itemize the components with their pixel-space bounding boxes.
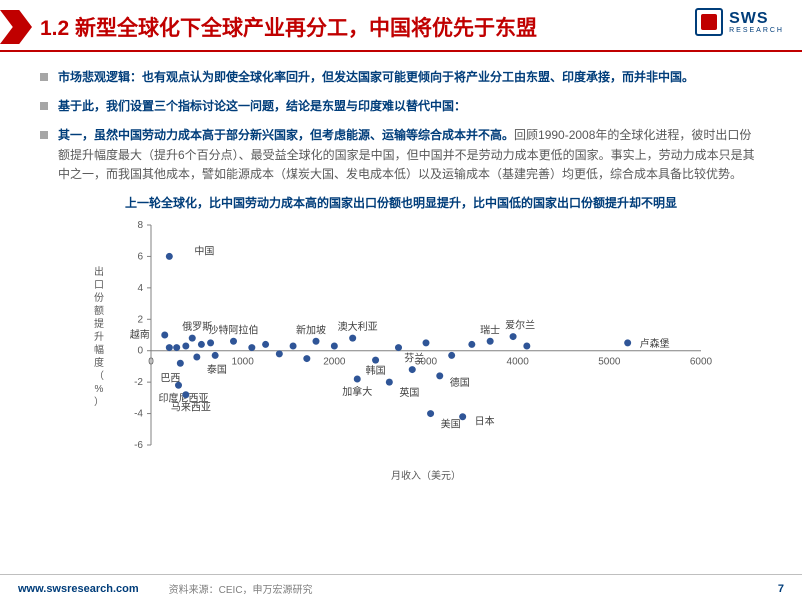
svg-text:加拿大: 加拿大 bbox=[342, 385, 372, 398]
bullet-square-icon bbox=[40, 102, 48, 110]
svg-text:-2: -2 bbox=[134, 377, 143, 388]
bullet-square-icon bbox=[40, 131, 48, 139]
svg-text:4000: 4000 bbox=[507, 357, 530, 368]
svg-text:幅: 幅 bbox=[94, 343, 104, 356]
svg-text:-4: -4 bbox=[134, 409, 143, 420]
svg-text:度: 度 bbox=[94, 356, 104, 369]
svg-text:升: 升 bbox=[94, 331, 104, 343]
svg-text:德国: 德国 bbox=[450, 376, 470, 389]
content: 市场悲观逻辑：也有观点认为即使全球化率回升，但发达国家可能更倾向于将产业分工由东… bbox=[0, 52, 802, 485]
svg-text:6000: 6000 bbox=[690, 357, 713, 368]
svg-text:提: 提 bbox=[94, 318, 104, 330]
svg-text:4: 4 bbox=[137, 283, 143, 294]
svg-text:芬兰: 芬兰 bbox=[404, 352, 424, 365]
logo-text-research: RESEARCH bbox=[729, 27, 784, 34]
svg-text:份: 份 bbox=[94, 292, 104, 304]
bullet-text: 市场悲观逻辑：也有观点认为即使全球化率回升，但发达国家可能更倾向于将产业分工由东… bbox=[58, 68, 694, 87]
red-chevron-icon bbox=[0, 10, 32, 44]
svg-text:）: ） bbox=[94, 396, 104, 408]
bullet-square-icon bbox=[40, 73, 48, 81]
svg-text:2000: 2000 bbox=[323, 357, 346, 368]
bullet-row: 市场悲观逻辑：也有观点认为即使全球化率回升，但发达国家可能更倾向于将产业分工由东… bbox=[40, 68, 762, 87]
sws-logo: SWS RESEARCH bbox=[695, 8, 784, 36]
svg-text:口: 口 bbox=[94, 280, 104, 291]
svg-text:爱尔兰: 爱尔兰 bbox=[505, 319, 535, 332]
svg-text:泰国: 泰国 bbox=[207, 363, 227, 376]
bullet-row: 基于此，我们设置三个指标讨论这一问题，结论是东盟与印度难以替代中国： bbox=[40, 97, 762, 116]
svg-text:沙特阿拉伯: 沙特阿拉伯 bbox=[209, 323, 259, 336]
svg-text:瑞士: 瑞士 bbox=[480, 323, 500, 336]
svg-text:英国: 英国 bbox=[399, 386, 419, 399]
svg-text:中国: 中国 bbox=[194, 244, 214, 257]
svg-text:0: 0 bbox=[137, 346, 143, 357]
footer-source: 资料来源：CEIC，申万宏源研究 bbox=[169, 581, 313, 596]
svg-text:出: 出 bbox=[94, 265, 104, 278]
scatter-chart: -6-4-2024680100020003000400050006000出口份额… bbox=[81, 215, 721, 485]
svg-text:2: 2 bbox=[137, 314, 143, 325]
svg-text:越南: 越南 bbox=[130, 328, 150, 341]
svg-text:卢森堡: 卢森堡 bbox=[640, 337, 670, 350]
logo-text-sws: SWS bbox=[729, 11, 784, 27]
svg-text:新加坡: 新加坡 bbox=[296, 323, 326, 336]
svg-text:5000: 5000 bbox=[598, 357, 621, 368]
svg-text:1000: 1000 bbox=[232, 357, 255, 368]
svg-text:日本: 日本 bbox=[475, 415, 495, 428]
svg-text:月收入（美元）: 月收入（美元） bbox=[391, 469, 461, 482]
footer: www.swsresearch.com 资料来源：CEIC，申万宏源研究 7 bbox=[0, 574, 802, 602]
page-title: 1.2 新型全球化下全球产业再分工，中国将优先于东盟 bbox=[40, 12, 537, 42]
svg-text:-6: -6 bbox=[134, 440, 143, 451]
svg-text:6: 6 bbox=[137, 251, 143, 262]
svg-text:额: 额 bbox=[94, 304, 104, 317]
svg-text:澳大利亚: 澳大利亚 bbox=[338, 320, 378, 333]
footer-page: 7 bbox=[778, 583, 784, 595]
header: 1.2 新型全球化下全球产业再分工，中国将优先于东盟 SWS RESEARCH bbox=[0, 0, 802, 52]
chart-title: 上一轮全球化，比中国劳动力成本高的国家出口份额也明显提升，比中国低的国家出口份额… bbox=[40, 194, 762, 211]
svg-text:8: 8 bbox=[137, 220, 143, 231]
svg-text:%: % bbox=[95, 384, 104, 395]
svg-text:（: （ bbox=[94, 370, 104, 382]
svg-text:马来西亚: 马来西亚 bbox=[171, 402, 211, 414]
logo-icon bbox=[695, 8, 723, 36]
bullet-text: 基于此，我们设置三个指标讨论这一问题，结论是东盟与印度难以替代中国： bbox=[58, 97, 466, 116]
svg-text:美国: 美国 bbox=[441, 418, 461, 431]
bullet-row: 其一，虽然中国劳动力成本高于部分新兴国家，但考虑能源、运输等综合成本并不高。回顾… bbox=[40, 126, 762, 184]
svg-text:韩国: 韩国 bbox=[366, 364, 386, 377]
bullet-text: 其一，虽然中国劳动力成本高于部分新兴国家，但考虑能源、运输等综合成本并不高。回顾… bbox=[58, 126, 762, 184]
footer-url: www.swsresearch.com bbox=[18, 583, 139, 595]
